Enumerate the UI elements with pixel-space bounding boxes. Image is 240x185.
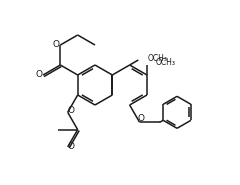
Text: O: O [36,70,42,78]
Text: O: O [137,114,144,123]
Text: O: O [67,106,74,115]
Text: O: O [67,142,74,152]
Text: OCH₃: OCH₃ [156,58,176,66]
Text: OCH₃: OCH₃ [147,53,167,63]
Text: O: O [53,40,60,48]
